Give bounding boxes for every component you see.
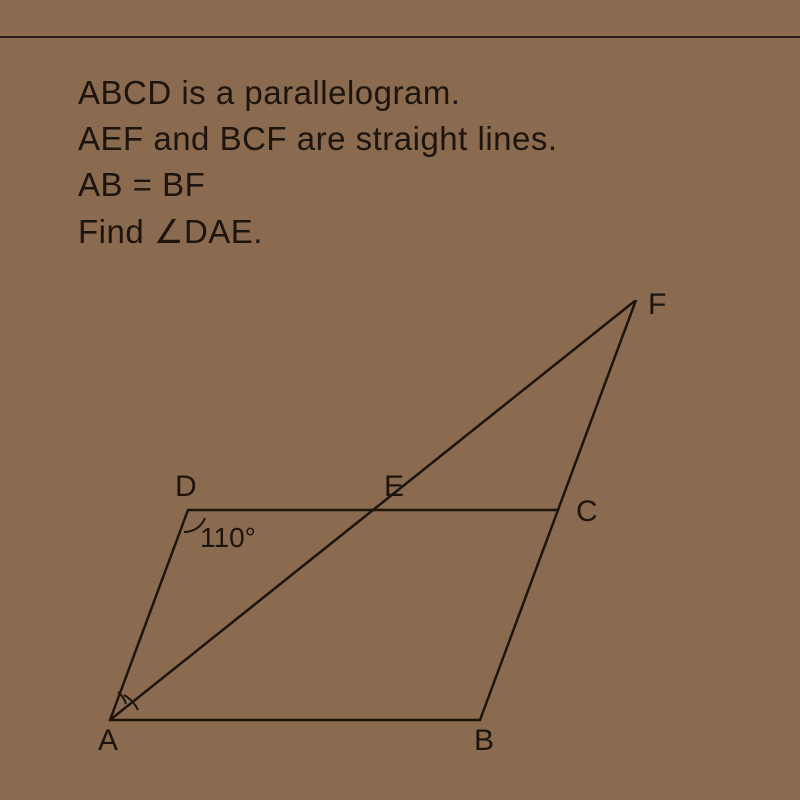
horizontal-rule (0, 36, 800, 38)
vertex-label-A: A (98, 724, 118, 758)
diagram-lines (110, 300, 636, 720)
problem-statement: ABCD is a parallelogram. AEF and BCF are… (78, 70, 558, 255)
text-line-1: ABCD is a parallelogram. (78, 70, 558, 116)
diagram-svg (40, 300, 760, 780)
vertex-label-B: B (474, 724, 494, 758)
vertex-label-F: F (648, 288, 666, 322)
text-line-2: AEF and BCF are straight lines. (78, 116, 558, 162)
angle-label-110: 110° (200, 522, 256, 554)
vertex-label-D: D (175, 470, 197, 504)
text-line-3: AB = BF (78, 162, 558, 208)
vertex-label-E: E (384, 470, 404, 504)
geometry-diagram: A B C D E F 110° (40, 300, 760, 780)
angle-arcs (118, 518, 205, 710)
vertex-label-C: C (576, 495, 598, 529)
text-line-4: Find ∠DAE. (78, 209, 558, 255)
worksheet-page: ABCD is a parallelogram. AEF and BCF are… (0, 0, 800, 800)
